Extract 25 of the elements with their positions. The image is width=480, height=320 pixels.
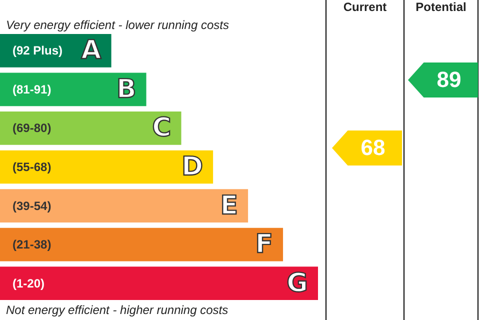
text: Potential [416,0,466,14]
annotation: A [81,36,102,66]
text: 68 [360,135,386,160]
bar [0,150,214,184]
text: Very energy efficient - lower running costs [6,18,229,32]
annotation: C [152,113,172,144]
annotation: Not energy efficient - higher running costs [6,303,228,317]
bar [0,112,182,145]
annotation: F [255,230,274,260]
text: 89 [436,67,462,92]
y-tick-label: (81-91) [12,82,52,96]
y-tick-label: (21-38) [12,238,52,252]
text: Current [343,0,387,14]
y-tick-label: (55-68) [12,160,52,174]
bar [0,189,248,222]
y-tick-label: (39-54) [12,198,52,213]
y-tick-label: (92 Plus) [12,44,63,58]
annotation: D [181,152,204,182]
y-tick-label: (1-20) [12,276,45,290]
annotation: E [220,190,238,221]
y-tick-label: (69-80) [12,121,52,136]
bar [0,266,318,300]
annotation: G [286,268,308,298]
bar [0,228,284,262]
annotation: B [116,74,136,104]
